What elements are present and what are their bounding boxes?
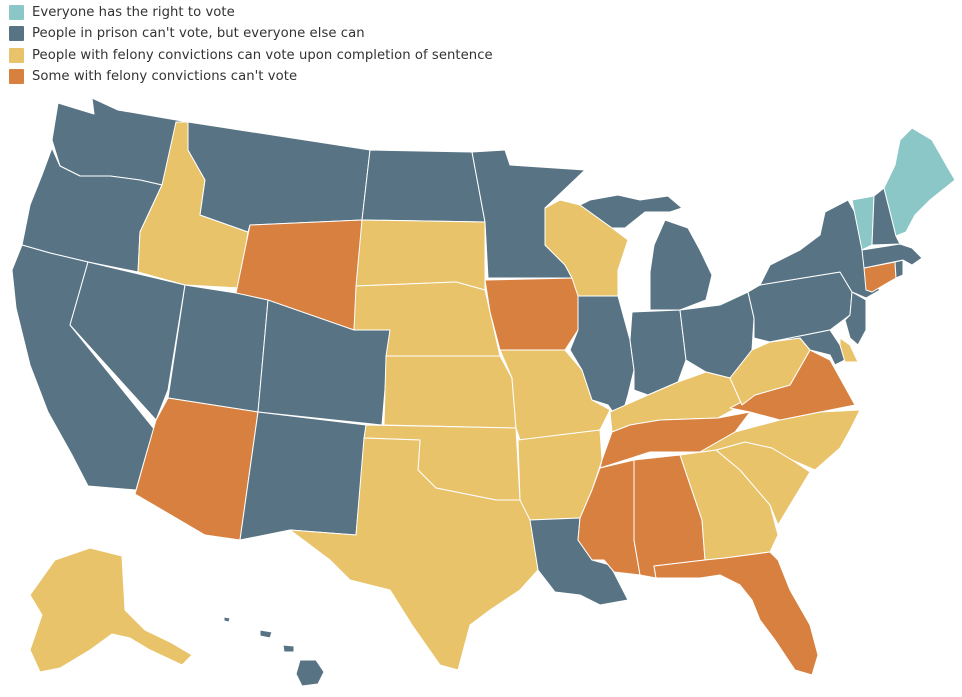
legend-item-sentence: People with felony convictions can vote … [9,45,493,66]
legend-swatch [9,5,24,21]
state-nv[interactable] [69,261,186,421]
state-tx[interactable] [289,437,539,671]
legend-label: Everyone has the right to vote [32,5,235,21]
state-hi[interactable] [223,616,325,687]
legend-item-everyone: Everyone has the right to vote [9,2,493,23]
state-nj[interactable] [844,291,867,346]
state-nd[interactable] [361,149,486,223]
state-wi[interactable] [544,199,629,297]
state-de[interactable] [839,337,859,363]
legend-item-some: Some with felony convictions can't vote [9,66,493,87]
state-mt[interactable] [187,121,371,233]
state-az[interactable] [134,397,259,541]
state-ks[interactable] [383,355,517,429]
state-ri[interactable] [894,259,904,279]
legend-swatch [9,26,24,42]
legend-label: People in prison can't vote, but everyon… [32,26,365,42]
state-nm[interactable] [239,411,367,541]
legend-item-prison: People in prison can't vote, but everyon… [9,23,493,44]
legend-label: Some with felony convictions can't vote [32,69,298,85]
state-ia[interactable] [484,277,586,351]
legend-label: People with felony convictions can vote … [32,47,493,63]
state-me[interactable] [883,127,956,237]
state-md[interactable] [769,329,846,366]
state-fl[interactable] [653,551,819,676]
state-ut[interactable] [167,284,269,413]
state-ak[interactable] [29,547,193,673]
state-nh[interactable] [871,187,901,246]
legend-swatch [9,47,24,63]
state-ma[interactable] [861,243,923,269]
legend: Everyone has the right to vote People in… [9,2,493,87]
legend-swatch [9,69,24,85]
state-sd[interactable] [355,219,486,291]
state-mi[interactable] [579,194,713,311]
